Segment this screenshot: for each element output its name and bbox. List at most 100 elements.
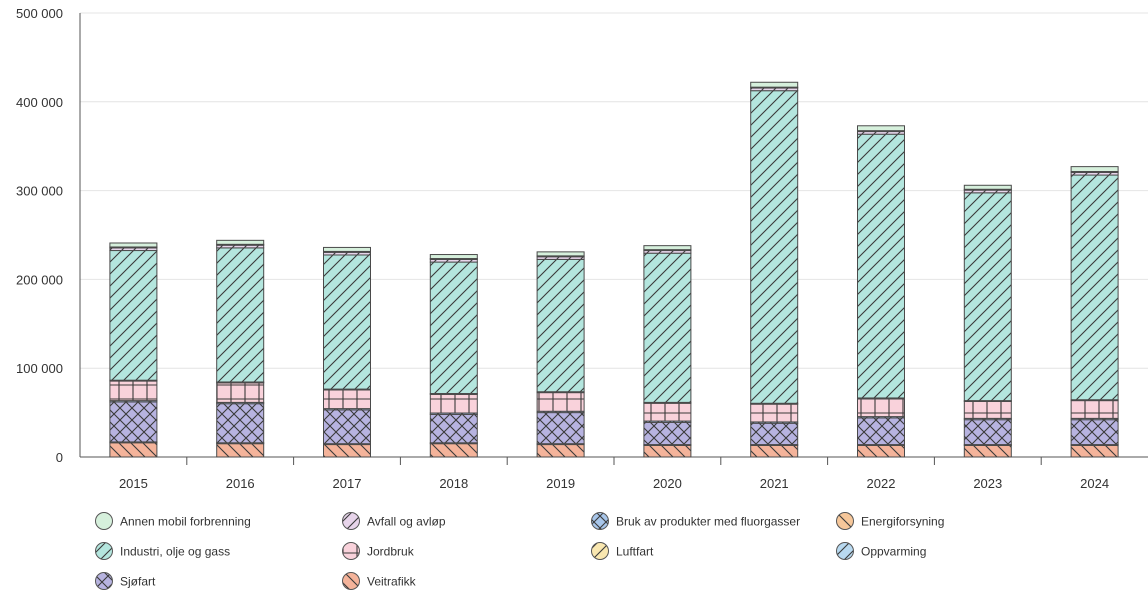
bar-segment[interactable] — [750, 422, 799, 446]
bar-stack-2016 — [216, 239, 265, 458]
x-axis: 2015 2016 2017 2018 2019 2020 2021 2022 2023 2024 — [80, 456, 1148, 491]
legend-label: Bruk av produkter med fluorgasser — [616, 515, 800, 529]
bar-segment[interactable] — [857, 398, 905, 418]
bar-segment[interactable] — [429, 413, 478, 444]
bar-segment[interactable] — [963, 192, 1012, 402]
legend-swatch — [591, 512, 609, 530]
legend-item[interactable]: Luftfart — [591, 542, 655, 560]
legend-swatch — [342, 542, 360, 560]
legend-swatch — [95, 542, 113, 560]
bar-segment[interactable] — [536, 251, 585, 257]
bar-segment[interactable] — [643, 444, 692, 458]
bar-stack-2017 — [323, 246, 371, 458]
bar-segment[interactable] — [643, 252, 692, 403]
bar-segment[interactable] — [109, 442, 158, 458]
bar-segment[interactable] — [857, 444, 905, 458]
x-tick-label: 2016 — [226, 476, 255, 491]
bar-segment[interactable] — [216, 403, 265, 444]
bar-segment[interactable] — [1070, 444, 1119, 458]
bar-segment[interactable] — [323, 444, 371, 458]
legend-item[interactable]: Bruk av produkter med fluorgasser — [591, 512, 801, 530]
bar-segment[interactable] — [857, 417, 905, 446]
bar-segment[interactable] — [109, 380, 158, 402]
bar-segment[interactable] — [323, 246, 371, 252]
bar-stack-2021 — [750, 81, 799, 458]
bar-segment[interactable] — [536, 392, 585, 412]
bar-segment[interactable] — [429, 443, 478, 458]
legend: Annen mobil forbrenning Avfall og avløp Br… — [95, 512, 945, 590]
bar-segment[interactable] — [1070, 174, 1119, 401]
bar-segment[interactable] — [750, 81, 799, 88]
bar-segment[interactable] — [643, 421, 692, 446]
legend-swatch — [836, 512, 854, 530]
bar-segment[interactable] — [429, 254, 478, 260]
legend-item[interactable]: Jordbruk — [342, 542, 415, 560]
legend-label: Sjøfart — [120, 575, 156, 589]
bar-segment[interactable] — [963, 184, 1012, 190]
bar-stack-2019 — [536, 251, 585, 458]
bar-stack-2024 — [1070, 166, 1119, 458]
bar-segment[interactable] — [429, 393, 478, 414]
bar-segment[interactable] — [750, 90, 799, 404]
bar-segment[interactable] — [750, 403, 799, 423]
bar-segment[interactable] — [216, 443, 265, 458]
legend-label: Luftfart — [616, 545, 654, 559]
x-tick-label: 2020 — [653, 476, 682, 491]
x-tick-label: 2018 — [439, 476, 468, 491]
legend-item[interactable]: Energiforsyning — [836, 512, 945, 530]
bar-segment[interactable] — [323, 254, 371, 390]
bar-segment[interactable] — [216, 382, 265, 403]
y-tick-label: 300 000 — [16, 184, 63, 199]
y-axis: 0 100 000 200 000 300 000 400 000 500 000 — [16, 6, 81, 465]
bars — [109, 81, 1119, 458]
x-tick-label: 2024 — [1080, 476, 1109, 491]
legend-label: Annen mobil forbrenning — [120, 515, 251, 529]
x-tick-label: 2015 — [119, 476, 148, 491]
legend-swatch — [342, 572, 360, 590]
legend-item[interactable]: Industri, olje og gass — [95, 542, 231, 560]
legend-swatch — [591, 542, 609, 560]
legend-item[interactable]: Avfall og avløp — [342, 512, 446, 530]
legend-label: Avfall og avløp — [367, 515, 446, 529]
y-tick-label: 200 000 — [16, 272, 63, 287]
bar-segment[interactable] — [1070, 400, 1119, 419]
bar-segment[interactable] — [1070, 166, 1119, 173]
bar-segment[interactable] — [536, 444, 585, 458]
legend-label: Industri, olje og gass — [120, 545, 230, 559]
bar-segment[interactable] — [1070, 419, 1119, 446]
bar-segment[interactable] — [323, 389, 371, 410]
bar-segment[interactable] — [109, 242, 158, 248]
bar-segment[interactable] — [109, 250, 158, 381]
bar-segment[interactable] — [750, 444, 799, 458]
bar-segment[interactable] — [963, 401, 1012, 419]
bar-segment[interactable] — [963, 444, 1012, 458]
x-tick-label: 2021 — [760, 476, 789, 491]
bar-segment[interactable] — [216, 247, 265, 383]
legend-item[interactable]: Veitrafikk — [342, 572, 417, 590]
legend-item[interactable]: Annen mobil forbrenning — [95, 512, 251, 530]
bar-segment[interactable] — [643, 245, 692, 251]
bar-segment[interactable] — [323, 409, 371, 445]
bar-stack-2018 — [429, 254, 478, 458]
legend-label: Veitrafikk — [367, 575, 417, 589]
legend-swatch — [95, 572, 113, 590]
x-tick-label: 2022 — [867, 476, 896, 491]
y-tick-label: 400 000 — [16, 95, 63, 110]
legend-label: Energiforsyning — [861, 515, 944, 529]
bar-stack-2022 — [857, 125, 905, 458]
bar-segment[interactable] — [536, 412, 585, 445]
legend-item[interactable]: Sjøfart — [95, 572, 157, 590]
bar-segment[interactable] — [216, 239, 265, 245]
bar-segment[interactable] — [429, 261, 478, 395]
bar-segment[interactable] — [643, 402, 692, 422]
x-tick-label: 2017 — [333, 476, 362, 491]
legend-swatch — [95, 512, 113, 530]
legend-item[interactable]: Oppvarming — [836, 542, 927, 560]
bar-segment[interactable] — [963, 419, 1012, 446]
x-tick-label: 2019 — [546, 476, 575, 491]
bar-segment[interactable] — [857, 133, 905, 399]
bar-segment[interactable] — [109, 401, 158, 443]
bar-segment[interactable] — [536, 258, 585, 393]
bar-segment[interactable] — [857, 125, 905, 132]
